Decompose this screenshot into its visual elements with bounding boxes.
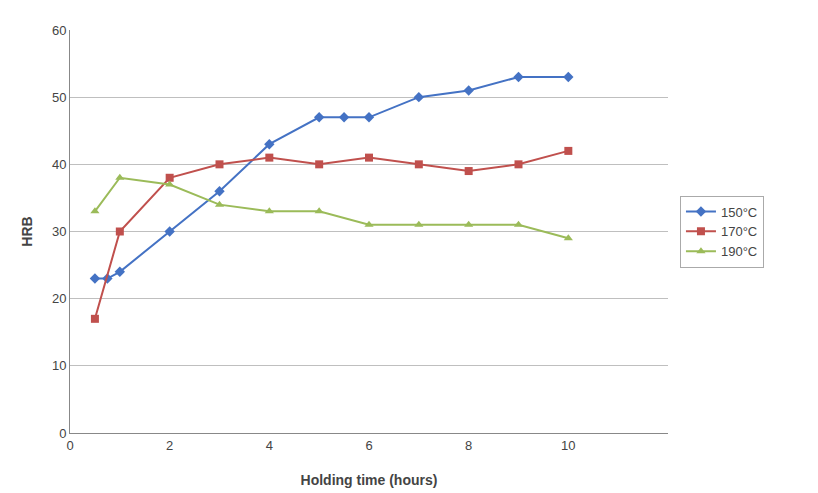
- svg-text:Holding time (hours): Holding time (hours): [301, 472, 438, 488]
- svg-text:HRB: HRB: [19, 216, 35, 246]
- svg-text:190°C: 190°C: [721, 244, 757, 259]
- svg-text:0: 0: [59, 426, 66, 441]
- svg-text:20: 20: [52, 291, 66, 306]
- svg-text:60: 60: [52, 23, 66, 38]
- svg-text:10: 10: [52, 358, 66, 373]
- svg-text:150°C: 150°C: [721, 205, 757, 220]
- svg-text:8: 8: [465, 438, 472, 453]
- svg-text:4: 4: [266, 438, 273, 453]
- svg-text:40: 40: [52, 157, 66, 172]
- svg-text:10: 10: [561, 438, 575, 453]
- svg-text:50: 50: [52, 90, 66, 105]
- svg-text:6: 6: [365, 438, 372, 453]
- svg-text:170°C: 170°C: [721, 224, 757, 239]
- svg-text:30: 30: [52, 224, 66, 239]
- svg-text:2: 2: [166, 438, 173, 453]
- svg-text:0: 0: [66, 438, 73, 453]
